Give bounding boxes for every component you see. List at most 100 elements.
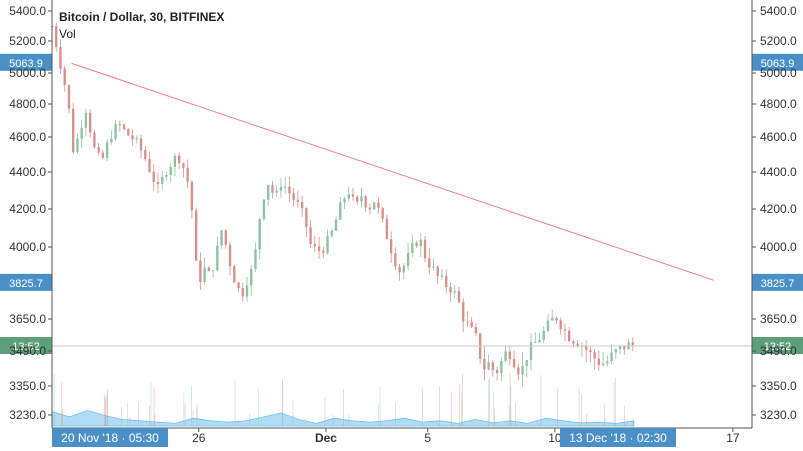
price-badge-left: 3825.7: [0, 273, 52, 291]
candle-body: [500, 361, 503, 374]
candle-body: [279, 187, 283, 191]
candles: [50, 21, 634, 387]
candle-body: [131, 135, 134, 140]
y-tick-label-right: 4400.0: [760, 165, 797, 179]
candle-body: [445, 275, 448, 288]
candle-body: [254, 249, 257, 269]
candle-body: [59, 47, 62, 69]
candle-body: [288, 186, 291, 194]
candle-body: [105, 142, 109, 158]
candle-body: [385, 218, 389, 240]
y-tick-label-right: 5400.0: [760, 4, 797, 18]
candle-body: [250, 268, 253, 286]
candle-body: [538, 339, 541, 343]
time-badge-right-label: 13 Dec '18 · 02:30: [569, 431, 667, 445]
candle-body: [389, 239, 393, 254]
candle-body: [483, 358, 486, 370]
candle-body: [525, 360, 528, 366]
trendline: [71, 62, 715, 281]
candle-body: [406, 253, 410, 266]
candle-body: [267, 184, 270, 200]
candle-body: [300, 201, 304, 209]
candle-body: [194, 210, 198, 261]
y-tick-label-left: 5400.0: [9, 4, 46, 18]
chart-title: Bitcoin / Dollar, 30, BITFINEX: [59, 10, 224, 24]
y-tick-label-right: 3490.0: [760, 344, 797, 358]
candle-body: [368, 207, 372, 210]
candle-body: [233, 266, 236, 283]
candle-body: [618, 346, 622, 350]
candle-body: [118, 124, 121, 126]
candle-body: [534, 342, 537, 344]
x-tick-label: 10: [548, 431, 562, 445]
candle-body: [309, 227, 312, 244]
candle-body: [377, 202, 380, 208]
candle-body: [356, 196, 359, 202]
candle-body: [419, 239, 422, 247]
candle-body: [283, 186, 287, 188]
candle-body: [584, 345, 588, 351]
crosshair-badge-left: 13:52: [0, 337, 52, 354]
candle-body: [551, 317, 554, 321]
y-tick-label-left: 4400.0: [9, 165, 46, 179]
time-badge-left-bg: [52, 428, 168, 447]
candle-body: [262, 199, 266, 219]
price-badge-right: 5063.9: [752, 53, 803, 71]
y-tick-label-left: 3650.0: [9, 312, 46, 326]
y-tick-label-left: 3490.0: [9, 344, 46, 358]
candle-body: [601, 363, 605, 366]
x-tick-label: 5: [424, 431, 431, 445]
axes: 5400.0 5400.0 5200.0 5200.0 5000.0 5000.0 4800…: [9, 0, 797, 445]
candle-body: [462, 302, 465, 322]
candle-body: [593, 352, 596, 359]
candle-body: [508, 351, 512, 360]
candle-body: [317, 246, 321, 251]
candle-body: [491, 362, 495, 370]
volume-bars: [51, 373, 635, 427]
candle-body: [178, 155, 181, 164]
candle-body: [436, 266, 439, 276]
crosshair-badge-label: 13:52: [12, 341, 40, 353]
y-tick-label-right: 3230.0: [760, 408, 797, 422]
candle-body: [559, 320, 562, 330]
y-tick-label-right: 3350.0: [760, 379, 797, 393]
y-tick-label-left: 4200.0: [9, 202, 46, 216]
overlays: 13:52 13:52 5063.9 5063.9 3825.7 3825.7: [0, 53, 803, 354]
candle-body: [224, 230, 227, 245]
candle-body: [148, 158, 151, 172]
y-tick-label-left: 4000.0: [9, 240, 46, 254]
time-badge-left: 20 Nov '18 · 05:30: [52, 428, 168, 447]
candle-body: [156, 181, 160, 185]
crosshair-badge-bg: [752, 337, 803, 354]
time-badge-right-bg: [560, 428, 676, 447]
candle-body: [296, 199, 300, 202]
candle-body: [114, 124, 117, 139]
candle-body: [610, 352, 613, 362]
candle-body: [606, 361, 609, 364]
candle-body: [572, 341, 575, 344]
candle-body: [110, 138, 113, 143]
volume-indicator-label: Vol: [59, 27, 76, 41]
x-tick-label: Dec: [315, 431, 337, 445]
candle-body: [504, 351, 507, 362]
candle-body: [211, 270, 215, 272]
candle-body: [334, 219, 338, 231]
y-tick-label-right: 5200.0: [760, 34, 797, 48]
candle-body: [199, 260, 202, 283]
candle-body: [339, 202, 342, 220]
y-tick-label-left: 3230.0: [9, 408, 46, 422]
candle-body: [546, 320, 550, 331]
candle-body: [161, 176, 164, 185]
candle-body: [88, 112, 92, 133]
candle-body: [237, 282, 240, 288]
candle-body: [373, 202, 376, 210]
candle-body: [216, 245, 219, 271]
price-badge-label: 5063.9: [761, 58, 795, 70]
candle-body: [568, 330, 571, 342]
price-badge-label: 3825.7: [9, 278, 43, 290]
candle-body: [144, 150, 147, 159]
candle-body: [326, 235, 329, 253]
crosshair-badge-bg: [0, 337, 52, 354]
y-tick-label-right: 3650.0: [760, 312, 797, 326]
